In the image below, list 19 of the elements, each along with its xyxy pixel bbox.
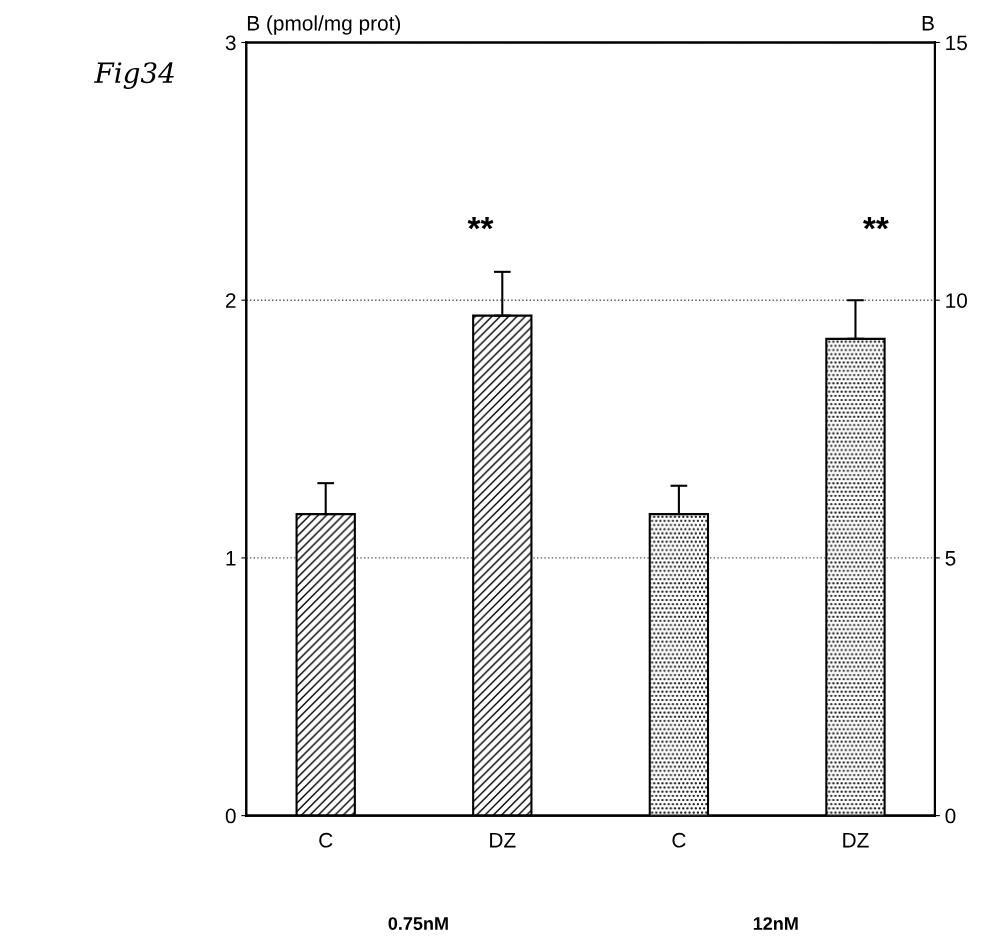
y2-tick-label: 5 [945,551,956,566]
y-axis-title: B (pmol/mg prot) [247,15,401,35]
y-tick-label: 0 [225,808,236,824]
y2-axis-title: B [922,16,934,31]
text: 0.75nM [388,917,448,930]
y2-tick-label: 0 [945,808,956,824]
caption: Fig34 [94,62,174,89]
y-tick-label: 3 [225,35,236,51]
y-tick-label: 2 [225,293,236,308]
y2-tick-label: 10 [946,293,968,308]
text: 12nM [753,917,798,930]
annotation: ** [863,216,889,230]
x-tick-label: C [319,832,333,848]
y2-tick-label: 15 [946,35,967,51]
x-tick-label: DZ [843,833,869,848]
x-tick-label: DZ [490,833,516,848]
y-tick-label: 1 [226,551,236,566]
annotation: ** [467,216,494,230]
x-tick-label: C [672,832,686,848]
